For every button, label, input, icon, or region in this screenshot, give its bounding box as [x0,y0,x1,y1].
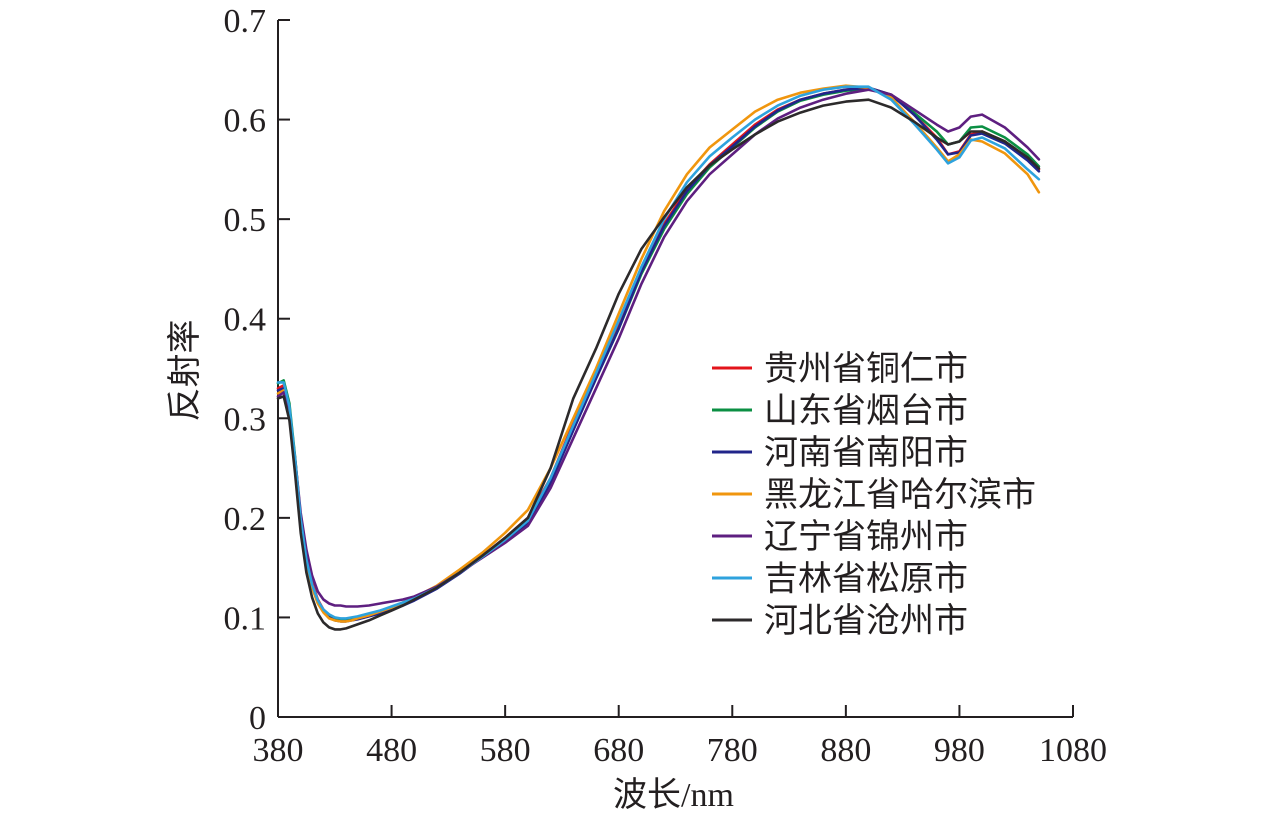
y-tick-label: 0.7 [224,3,267,40]
legend-label: 山东省烟台市 [764,392,968,430]
legend-label: 辽宁省锦州市 [764,518,968,556]
y-tick-label: 0.1 [224,600,267,637]
x-tick-label: 580 [480,732,531,769]
x-tick-label: 480 [366,732,417,769]
x-tick-label: 880 [820,732,871,769]
x-tick-label: 680 [593,732,644,769]
y-axis-title: 反射率 [166,320,204,422]
x-tick-label: 1080 [1039,732,1107,769]
series-line [276,88,1041,608]
y-tick-label: 0 [249,700,266,737]
series-layer [276,84,1041,631]
x-tick-label: 380 [253,732,304,769]
legend-label: 吉林省松原市 [764,560,968,598]
y-tick-label: 0.4 [224,302,267,339]
series-line [276,84,1041,623]
y-tick-label: 0.2 [224,501,267,538]
legend-label: 河南省南阳市 [764,434,968,472]
series-line [276,98,1041,631]
x-tick-label: 780 [707,732,758,769]
legend-label: 黑龙江省哈尔滨市 [764,476,1036,514]
x-axis-title: 波长/nm [613,776,734,814]
x-tick-label: 980 [934,732,985,769]
legend: 贵州省铜仁市山东省烟台市河南省南阳市黑龙江省哈尔滨市辽宁省锦州市吉林省松原市河北… [712,350,1036,640]
y-tick-label: 0.3 [224,401,267,438]
legend-label: 贵州省铜仁市 [764,350,968,388]
y-tick-label: 0.6 [224,103,267,140]
y-tick-label: 0.5 [224,202,267,239]
axes: 0 0.1 0.2 0.3 0.4 0.5 0.6 0.7 380 480 580 680 780 880… [224,3,1108,769]
legend-label: 河北省沧州市 [764,602,968,640]
